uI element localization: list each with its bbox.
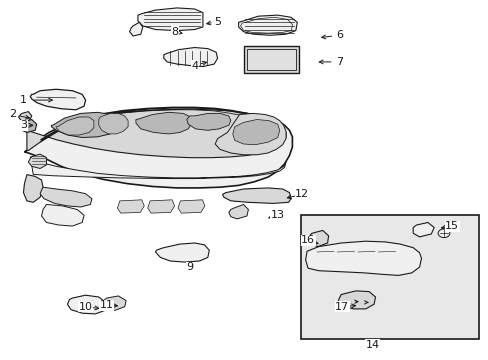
Text: 4: 4 (191, 60, 198, 71)
Polygon shape (24, 110, 292, 188)
Polygon shape (222, 188, 290, 203)
Polygon shape (67, 295, 106, 314)
Text: 9: 9 (186, 262, 193, 272)
Circle shape (437, 229, 449, 238)
Polygon shape (178, 200, 204, 213)
Polygon shape (246, 49, 295, 70)
Polygon shape (243, 46, 299, 73)
Text: 1: 1 (20, 95, 27, 105)
Polygon shape (56, 117, 94, 135)
Text: 16: 16 (301, 235, 314, 246)
Text: 8: 8 (171, 27, 178, 37)
Polygon shape (40, 187, 92, 207)
Polygon shape (338, 291, 375, 309)
Text: 12: 12 (295, 189, 308, 199)
Polygon shape (51, 112, 116, 138)
Polygon shape (136, 112, 191, 134)
Polygon shape (41, 204, 84, 226)
Polygon shape (215, 113, 285, 155)
Polygon shape (129, 22, 142, 36)
Polygon shape (30, 89, 85, 110)
Text: 14: 14 (365, 340, 379, 350)
Text: 7: 7 (336, 57, 343, 67)
Polygon shape (232, 120, 279, 145)
Polygon shape (28, 154, 46, 168)
Polygon shape (138, 8, 203, 31)
Text: 11: 11 (100, 300, 113, 310)
Text: 6: 6 (336, 30, 343, 40)
Text: 3: 3 (20, 120, 27, 130)
Polygon shape (228, 204, 248, 219)
Polygon shape (412, 222, 433, 237)
Polygon shape (155, 243, 209, 262)
Polygon shape (99, 113, 128, 134)
Polygon shape (305, 241, 421, 275)
Text: 10: 10 (79, 302, 92, 312)
Text: 5: 5 (214, 17, 221, 27)
Polygon shape (20, 120, 37, 132)
Polygon shape (163, 48, 217, 67)
Polygon shape (147, 200, 174, 213)
Bar (300, 215, 478, 339)
Polygon shape (19, 112, 32, 122)
Polygon shape (307, 230, 328, 247)
Polygon shape (27, 109, 285, 158)
Text: 2: 2 (9, 109, 16, 120)
Polygon shape (102, 296, 126, 310)
Text: 13: 13 (270, 210, 284, 220)
Polygon shape (238, 15, 297, 35)
Text: 15: 15 (445, 221, 458, 231)
Polygon shape (117, 200, 144, 213)
Polygon shape (186, 113, 230, 130)
Text: 17: 17 (335, 302, 348, 312)
Polygon shape (23, 175, 43, 202)
Polygon shape (30, 157, 285, 179)
